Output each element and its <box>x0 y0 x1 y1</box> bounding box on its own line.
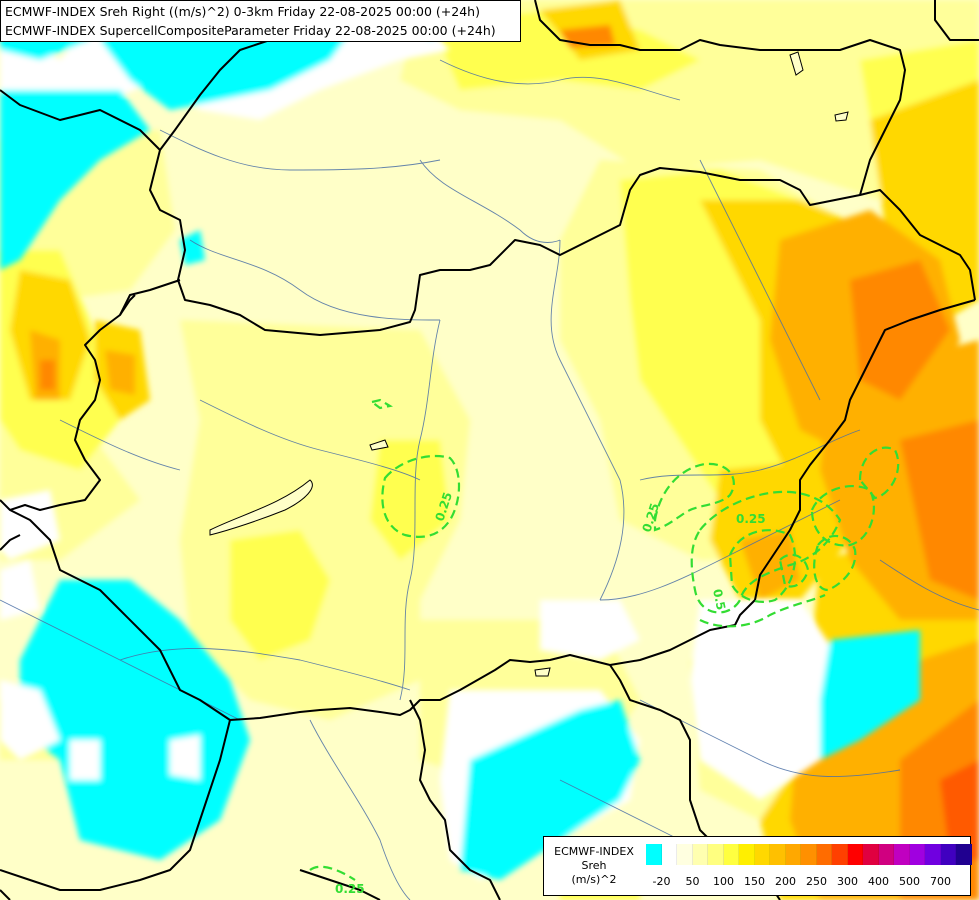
legend-swatch <box>677 844 693 865</box>
color-legend: ECMWF-INDEX Sreh (m/s)^2 -20 50 100 150 200 2… <box>543 836 972 896</box>
legend-tick: 400 <box>868 875 889 888</box>
legend-tick: 200 <box>775 875 796 888</box>
legend-swatch <box>847 844 863 865</box>
legend-swatch <box>708 844 724 865</box>
legend-tick: 50 <box>685 875 700 888</box>
legend-tick: 300 <box>837 875 858 888</box>
legend-unit: (m/s)^2 <box>571 873 617 886</box>
legend-swatch <box>723 844 739 865</box>
legend-swatch <box>801 844 817 865</box>
scp-contours <box>309 398 900 881</box>
contour-label-3: 0.25 <box>736 512 766 526</box>
contour-025-a <box>381 454 460 538</box>
contour-025-b <box>653 462 735 532</box>
legend-swatch <box>878 844 894 865</box>
legend-tick: 150 <box>744 875 765 888</box>
legend-label: ECMWF-INDEX Sreh (m/s)^2 <box>546 845 642 887</box>
legend-swatch <box>754 844 770 865</box>
legend-swatch <box>909 844 925 865</box>
contour-05 <box>690 490 842 614</box>
legend-swatch <box>894 844 910 865</box>
legend-tick: 700 <box>930 875 951 888</box>
contour-label-5: 0.25 <box>335 882 365 896</box>
legend-source: ECMWF-INDEX <box>554 845 634 858</box>
legend-tick: -20 <box>652 875 671 888</box>
legend-swatch <box>692 844 708 865</box>
legend-swatch <box>785 844 801 865</box>
legend-swatch <box>832 844 848 865</box>
legend-ticks: -20 50 100 150 200 250 300 400 500 700 <box>646 875 968 891</box>
legend-swatch <box>646 844 662 865</box>
legend-swatch <box>661 844 677 865</box>
legend-swatch <box>925 844 941 865</box>
map-title-box: ECMWF-INDEX Sreh Right ((m/s)^2) 0-3km F… <box>0 0 521 42</box>
legend-tick: 250 <box>806 875 827 888</box>
legend-swatch <box>863 844 879 865</box>
legend-swatch <box>816 844 832 865</box>
legend-swatch <box>739 844 755 865</box>
title-line-sreh: ECMWF-INDEX Sreh Right ((m/s)^2) 0-3km F… <box>5 4 480 19</box>
legend-tick: 100 <box>713 875 734 888</box>
legend-tick: 500 <box>899 875 920 888</box>
legend-swatch <box>770 844 786 865</box>
legend-parameter: Sreh <box>581 859 607 872</box>
title-line-scp: ECMWF-INDEX SupercellCompositeParameter … <box>5 23 496 38</box>
legend-swatches <box>646 844 972 865</box>
legend-swatch <box>956 844 972 865</box>
lakes <box>209 51 849 677</box>
legend-swatch <box>940 844 956 865</box>
contour-label-4: 0.5 <box>710 588 728 612</box>
